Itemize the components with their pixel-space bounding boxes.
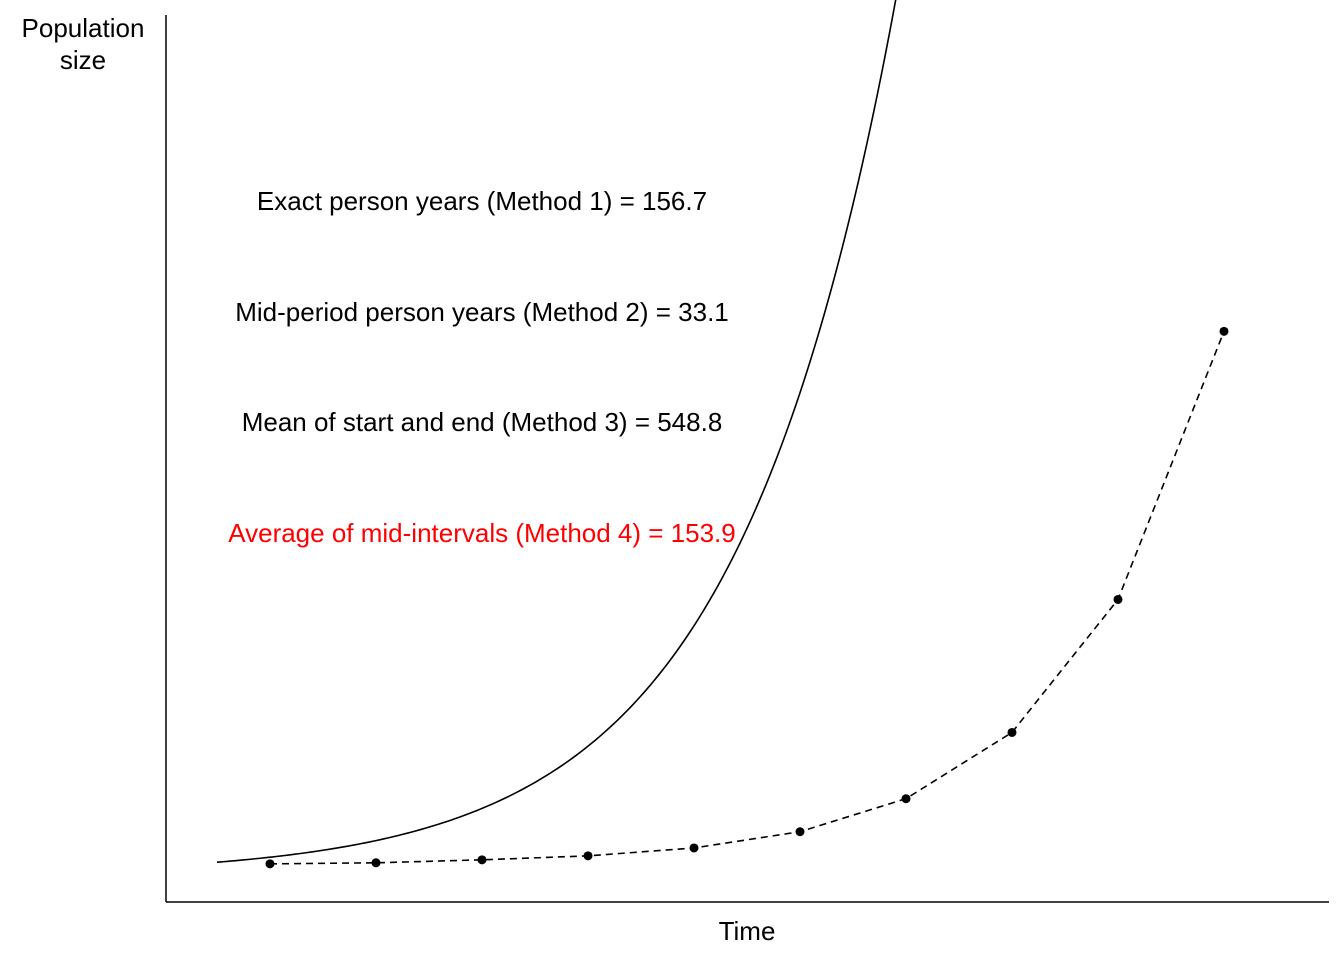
data-point-3: [583, 851, 593, 861]
x-axis-label: Time: [719, 916, 776, 946]
interpolated-dashed-line: [269, 331, 1225, 865]
data-point-4: [689, 843, 699, 853]
data-point-7: [1007, 727, 1017, 737]
annotation-method-1: Exact person years (Method 1) = 156.7: [257, 186, 707, 216]
data-point-6: [901, 794, 911, 804]
data-point-0: [265, 859, 275, 869]
annotation-method-2: Mid-period person years (Method 2) = 33.…: [235, 297, 729, 327]
data-point-1: [371, 858, 381, 868]
y-axis-label-line-1: Population: [22, 13, 145, 43]
data-point-2: [477, 855, 487, 865]
annotation-method-4: Average of mid-intervals (Method 4) = 15…: [228, 518, 736, 548]
data-point-9: [1219, 326, 1229, 336]
data-point-5: [795, 827, 805, 837]
data-points: [265, 326, 1229, 869]
y-axis-label-line-2: size: [60, 45, 106, 75]
annotation-method-3: Mean of start and end (Method 3) = 548.8: [242, 407, 723, 437]
data-point-8: [1113, 594, 1123, 604]
exact-population-curve: [216, 0, 897, 864]
